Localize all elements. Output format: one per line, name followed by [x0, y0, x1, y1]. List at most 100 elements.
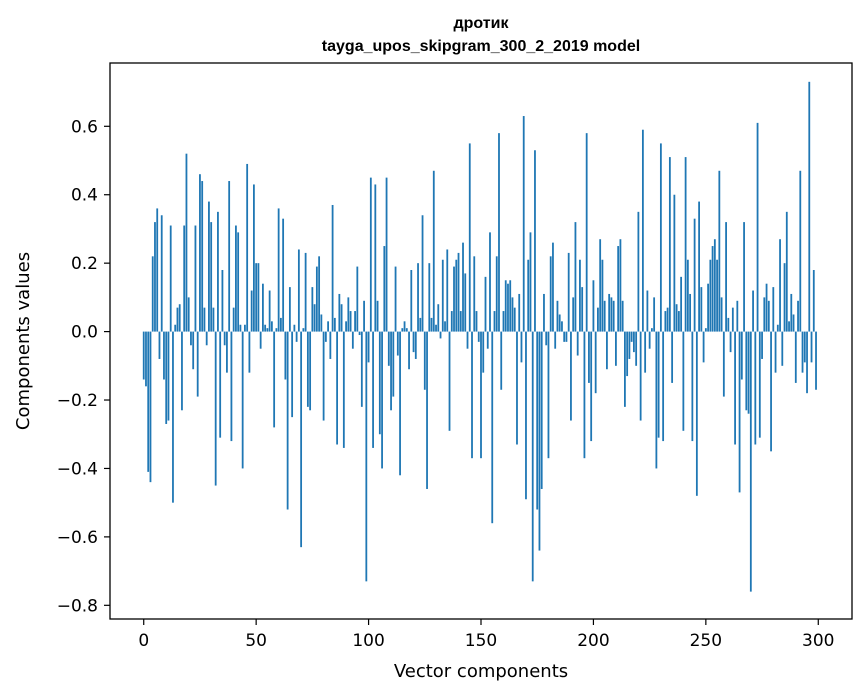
bar — [194, 225, 197, 332]
bar — [408, 331, 410, 370]
bar — [585, 133, 588, 332]
y-axis-ticks: −0.8 −0.6 −0.4 −0.2 0.0 0.2 0.4 0.6 — [57, 117, 110, 616]
bar — [347, 297, 350, 332]
bar — [205, 331, 208, 346]
bar — [309, 331, 312, 411]
bar — [540, 331, 543, 489]
bar — [203, 307, 206, 332]
bar — [223, 331, 226, 346]
bar — [432, 170, 435, 332]
bar — [668, 157, 671, 332]
bar — [603, 300, 606, 332]
bar — [747, 331, 750, 414]
bar — [657, 331, 660, 438]
bar — [725, 222, 727, 332]
bar — [561, 321, 563, 332]
bar — [331, 204, 334, 332]
bar — [282, 218, 285, 332]
bar — [264, 324, 267, 332]
bar — [599, 239, 602, 332]
bar — [644, 331, 647, 373]
bar — [430, 317, 433, 332]
bar — [477, 331, 480, 342]
bar — [226, 331, 228, 373]
bar — [612, 300, 615, 332]
bar — [785, 211, 788, 332]
x-tick-label: 250 — [690, 631, 722, 651]
bar — [163, 331, 165, 380]
bar — [536, 331, 539, 510]
bar — [241, 331, 244, 469]
bar — [190, 331, 192, 346]
bar — [684, 157, 687, 332]
bar — [601, 259, 604, 332]
chart-subtitle: tayga_upos_skipgram_300_2_2019 model — [322, 38, 640, 55]
bar — [468, 143, 471, 332]
bar — [387, 331, 390, 366]
bar — [464, 273, 467, 332]
bar — [250, 290, 253, 332]
bar — [534, 150, 536, 332]
bar — [720, 297, 723, 332]
bar — [626, 331, 629, 377]
bar — [736, 300, 739, 332]
bar — [516, 331, 518, 445]
bar — [462, 242, 464, 332]
bar — [178, 304, 181, 332]
bar — [792, 314, 795, 332]
bar — [286, 331, 289, 510]
y-tick-label: 0.2 — [71, 254, 98, 274]
bar — [351, 331, 354, 349]
bar — [527, 259, 530, 332]
bar — [563, 331, 566, 342]
bar — [556, 300, 559, 332]
bar — [315, 266, 318, 332]
bar — [214, 331, 217, 486]
bar — [592, 280, 595, 332]
bar — [615, 331, 617, 366]
bar — [369, 177, 372, 332]
bar — [293, 324, 296, 332]
bar — [756, 122, 759, 332]
bar — [396, 331, 399, 356]
bar — [266, 328, 269, 332]
bar — [624, 331, 626, 407]
bar — [731, 307, 734, 332]
bar — [738, 331, 741, 493]
bar — [743, 222, 745, 332]
bar — [372, 331, 374, 448]
bar — [790, 293, 793, 332]
bar — [675, 304, 678, 332]
bar — [313, 304, 316, 332]
bar — [646, 290, 649, 332]
bar — [491, 331, 494, 524]
bar — [320, 314, 323, 332]
bar — [219, 331, 222, 438]
bar — [671, 331, 674, 383]
bar — [448, 331, 451, 431]
bar — [619, 239, 622, 332]
bar — [574, 222, 577, 332]
bar — [437, 304, 440, 332]
bar — [450, 311, 453, 332]
bar — [504, 280, 507, 332]
bar — [547, 331, 550, 459]
bar — [160, 215, 163, 332]
y-tick-label: 0.0 — [71, 323, 98, 343]
bar — [659, 143, 662, 332]
bar — [502, 311, 505, 332]
bar — [729, 331, 732, 353]
bar — [680, 276, 683, 332]
bar — [543, 293, 545, 332]
bar — [284, 331, 287, 380]
bar — [522, 116, 525, 332]
y-axis-label: Components values — [13, 252, 34, 430]
bar — [295, 331, 298, 342]
bar — [772, 287, 775, 332]
bar — [698, 201, 700, 332]
bar — [324, 331, 327, 342]
bar — [641, 129, 644, 332]
bar — [192, 331, 195, 370]
bar — [421, 215, 424, 332]
